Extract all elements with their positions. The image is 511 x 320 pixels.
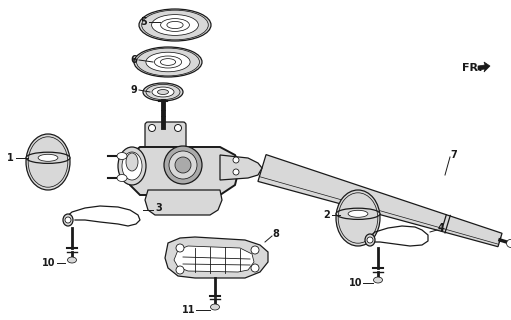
FancyBboxPatch shape [145,122,186,150]
Text: 2: 2 [323,210,330,220]
Ellipse shape [118,147,146,185]
Ellipse shape [164,146,202,184]
Text: 7: 7 [450,150,457,160]
Text: 8: 8 [272,229,279,239]
Text: 4: 4 [438,223,445,233]
Ellipse shape [143,83,183,101]
Circle shape [233,157,239,163]
Polygon shape [478,62,490,72]
Ellipse shape [167,21,183,28]
Circle shape [367,237,373,243]
Ellipse shape [336,190,380,246]
Ellipse shape [26,152,70,164]
Ellipse shape [126,153,138,171]
Circle shape [149,124,155,132]
Circle shape [176,266,184,274]
Ellipse shape [122,152,142,180]
Circle shape [65,217,71,223]
Polygon shape [220,155,262,180]
Ellipse shape [157,90,169,94]
Ellipse shape [139,9,211,41]
Ellipse shape [365,234,375,246]
Ellipse shape [348,210,368,217]
Ellipse shape [117,174,127,181]
Ellipse shape [117,153,127,159]
Circle shape [506,239,511,247]
Text: 10: 10 [41,258,55,268]
Ellipse shape [152,15,198,36]
Text: 9: 9 [130,85,137,95]
Text: 3: 3 [155,203,162,213]
Polygon shape [145,190,222,215]
Text: FR.: FR. [462,63,482,73]
Ellipse shape [152,87,174,97]
Text: 10: 10 [349,278,362,288]
Ellipse shape [374,277,383,283]
Circle shape [176,244,184,252]
Circle shape [251,246,259,254]
Polygon shape [174,246,254,272]
Text: 11: 11 [181,305,195,315]
Circle shape [251,264,259,272]
Ellipse shape [160,59,176,65]
Circle shape [174,124,181,132]
Circle shape [233,169,239,175]
Polygon shape [165,237,268,278]
Text: 1: 1 [7,153,14,163]
Ellipse shape [134,47,202,77]
Ellipse shape [38,154,58,161]
Ellipse shape [175,157,191,173]
Text: 6: 6 [130,55,137,65]
Ellipse shape [63,214,73,226]
Text: 5: 5 [140,17,147,27]
Ellipse shape [336,208,380,220]
Polygon shape [125,147,240,195]
Ellipse shape [67,257,77,263]
Polygon shape [258,155,502,247]
Ellipse shape [169,151,197,179]
Ellipse shape [26,134,70,190]
Ellipse shape [146,52,190,72]
Ellipse shape [211,304,220,310]
